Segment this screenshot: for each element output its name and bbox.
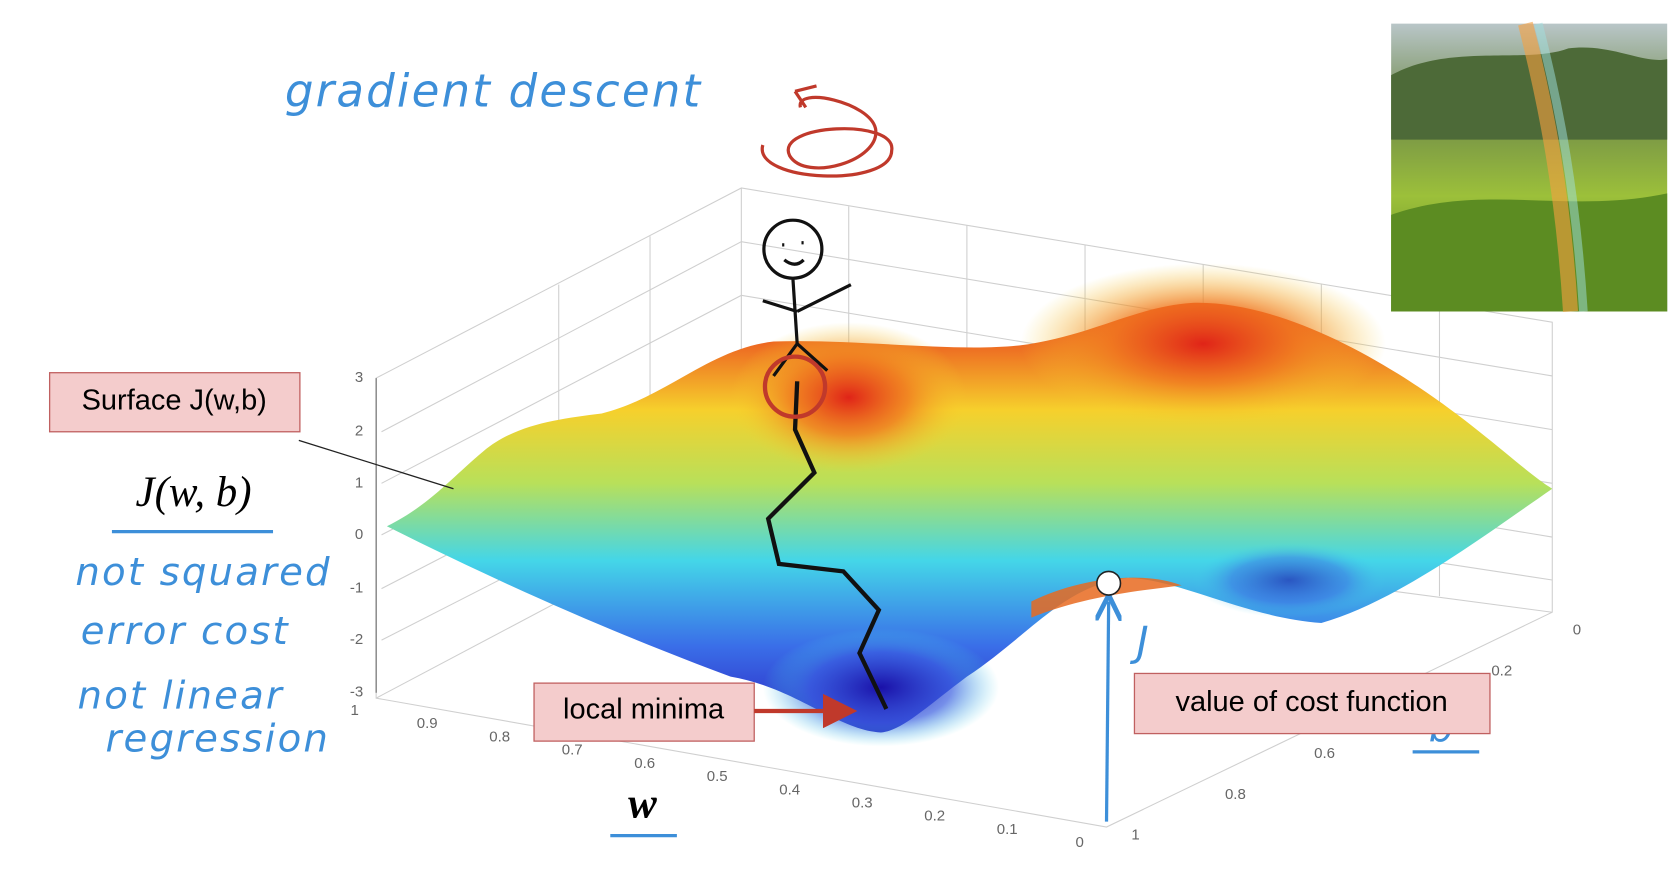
b-tick-label: 0.2 xyxy=(1491,662,1512,679)
w-label: w xyxy=(628,781,657,828)
value-label: value of cost function xyxy=(1176,686,1448,718)
note: regression xyxy=(105,717,330,762)
w-tick-label: 0.8 xyxy=(489,728,510,745)
title: gradient descent xyxy=(285,65,703,118)
cost-symbol: J(w, b) xyxy=(136,469,252,516)
label-box xyxy=(1133,672,1491,735)
z-tick-label: 1 xyxy=(355,474,363,491)
photo xyxy=(1391,21,1668,312)
w-tick-label: 0.6 xyxy=(634,755,655,772)
w-tick-label: 0.3 xyxy=(852,794,873,811)
b-tick-label: 0 xyxy=(1573,621,1581,638)
local-minima: local minima xyxy=(563,694,725,726)
label-box xyxy=(48,372,301,433)
z-tick-label: -2 xyxy=(350,631,363,648)
w-tick-label: 0.7 xyxy=(562,742,583,759)
pointer xyxy=(298,439,454,490)
w-tick-label: 0.4 xyxy=(779,781,800,798)
point xyxy=(1096,570,1122,596)
label-box xyxy=(533,682,755,742)
w-tick-label: 1 xyxy=(350,702,358,719)
surface-label: Surface J(w,b) xyxy=(82,384,267,416)
arrow xyxy=(1107,601,1109,822)
w-tick-label: 0.2 xyxy=(924,808,945,825)
j-label: J xyxy=(1130,617,1151,665)
w-tick-label: 0.9 xyxy=(417,715,438,732)
stick-figure xyxy=(760,84,894,710)
note: not squared xyxy=(75,550,331,595)
z-tick-label: 3 xyxy=(355,369,363,386)
surface xyxy=(386,263,1553,747)
note: error cost xyxy=(81,609,290,654)
z-tick-label: -3 xyxy=(350,684,363,701)
note: not linear xyxy=(78,674,284,719)
w-tick-label: 0.5 xyxy=(707,768,728,785)
z-tick-label: 2 xyxy=(355,423,363,440)
w-tick-label: 0.1 xyxy=(997,821,1018,838)
b-tick-label: 0.6 xyxy=(1314,745,1335,762)
z-tick-label: 0 xyxy=(355,526,363,543)
b-tick-label: 1 xyxy=(1131,827,1139,844)
w-tick-label: 0 xyxy=(1075,834,1083,851)
b-tick-label: 0.8 xyxy=(1225,786,1246,803)
z-tick-label: -1 xyxy=(350,580,363,597)
